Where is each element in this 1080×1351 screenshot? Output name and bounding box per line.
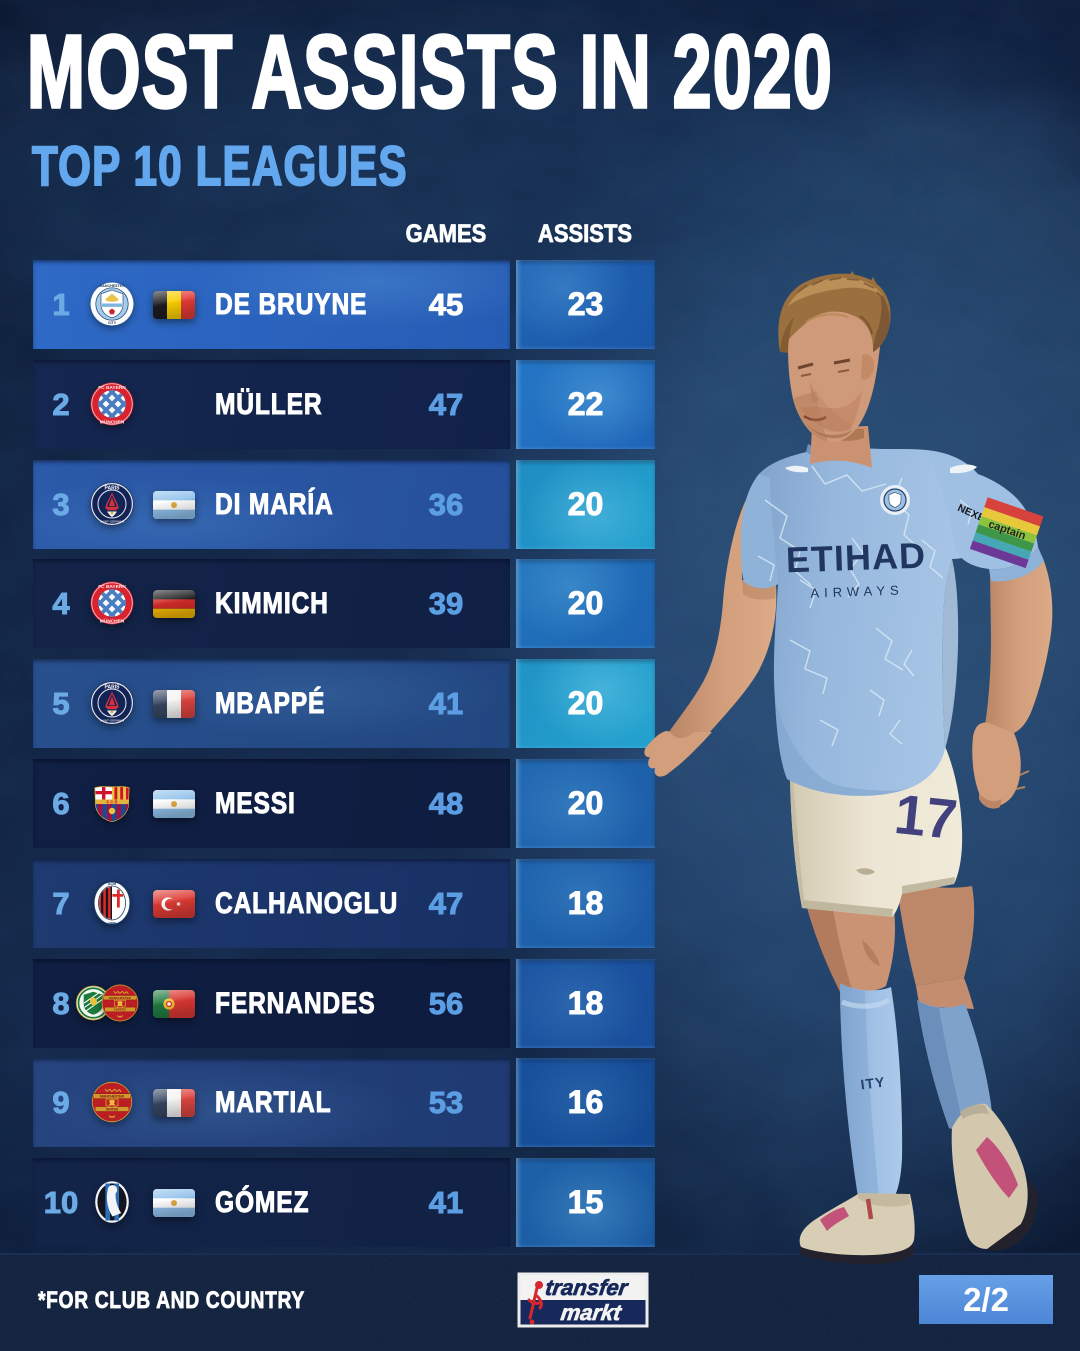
svg-text:MANCHESTER: MANCHESTER xyxy=(109,996,132,1000)
svg-text:ITY: ITY xyxy=(860,1074,887,1093)
svg-text:UNITED: UNITED xyxy=(106,1107,119,1111)
svg-text:SAINT-GERMAIN: SAINT-GERMAIN xyxy=(100,520,124,524)
svg-text:AIRWAYS: AIRWAYS xyxy=(810,582,904,600)
svg-text:ACM: ACM xyxy=(108,882,116,886)
svg-text:1899: 1899 xyxy=(108,922,116,926)
svg-text:PARIS: PARIS xyxy=(105,684,121,690)
svg-text:UNITED: UNITED xyxy=(114,1008,126,1012)
svg-text:MÜNCHEN: MÜNCHEN xyxy=(100,618,125,625)
svg-text:CITY: CITY xyxy=(108,321,117,325)
svg-text:MANCHESTER: MANCHESTER xyxy=(100,1095,124,1099)
svg-text:markt: markt xyxy=(559,1300,624,1325)
svg-text:PARIS: PARIS xyxy=(105,485,121,491)
svg-text:transfer: transfer xyxy=(544,1275,631,1300)
svg-text:FC BAYERN: FC BAYERN xyxy=(98,385,126,391)
svg-text:F C B: F C B xyxy=(107,799,118,804)
svg-text:ETIHAD: ETIHAD xyxy=(785,535,926,581)
svg-text:17: 17 xyxy=(892,782,961,851)
svg-text:MÜNCHEN: MÜNCHEN xyxy=(100,419,125,426)
svg-text:FC BAYERN: FC BAYERN xyxy=(98,584,126,590)
svg-text:MANCHESTER: MANCHESTER xyxy=(99,284,125,288)
svg-text:SAINT-GERMAIN: SAINT-GERMAIN xyxy=(100,719,124,723)
